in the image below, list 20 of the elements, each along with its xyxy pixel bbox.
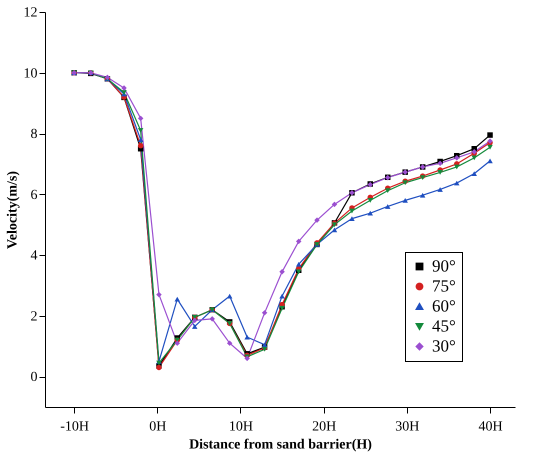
y-tick-label: 2: [30, 309, 38, 324]
x-tick-label: 0H: [149, 420, 166, 434]
legend-label: 90°: [432, 256, 456, 276]
x-tick-label: 40H: [478, 420, 503, 434]
y-axis-title: Velocity(m/s): [6, 170, 20, 250]
y-tick-label: 0: [30, 370, 38, 386]
x-tick-label: 30H: [395, 420, 420, 434]
x-tick-label: -10H: [60, 420, 90, 434]
legend-label: 60°: [432, 296, 456, 316]
y-tick-label: 4: [30, 248, 38, 264]
legend-label: 30°: [432, 336, 456, 356]
y-tick-label: 8: [30, 127, 38, 142]
x-tick-label: 20H: [312, 420, 336, 434]
y-tick-label: 10: [24, 66, 38, 82]
y-tick-label: 6: [30, 188, 38, 203]
legend-label: 75°: [432, 276, 456, 296]
x-tick-label: 10H: [228, 420, 254, 434]
x-axis-title: Distance from sand barrier(H): [189, 438, 372, 452]
y-tick-label: 12: [24, 6, 38, 20]
legend-label: 45°: [432, 316, 456, 336]
